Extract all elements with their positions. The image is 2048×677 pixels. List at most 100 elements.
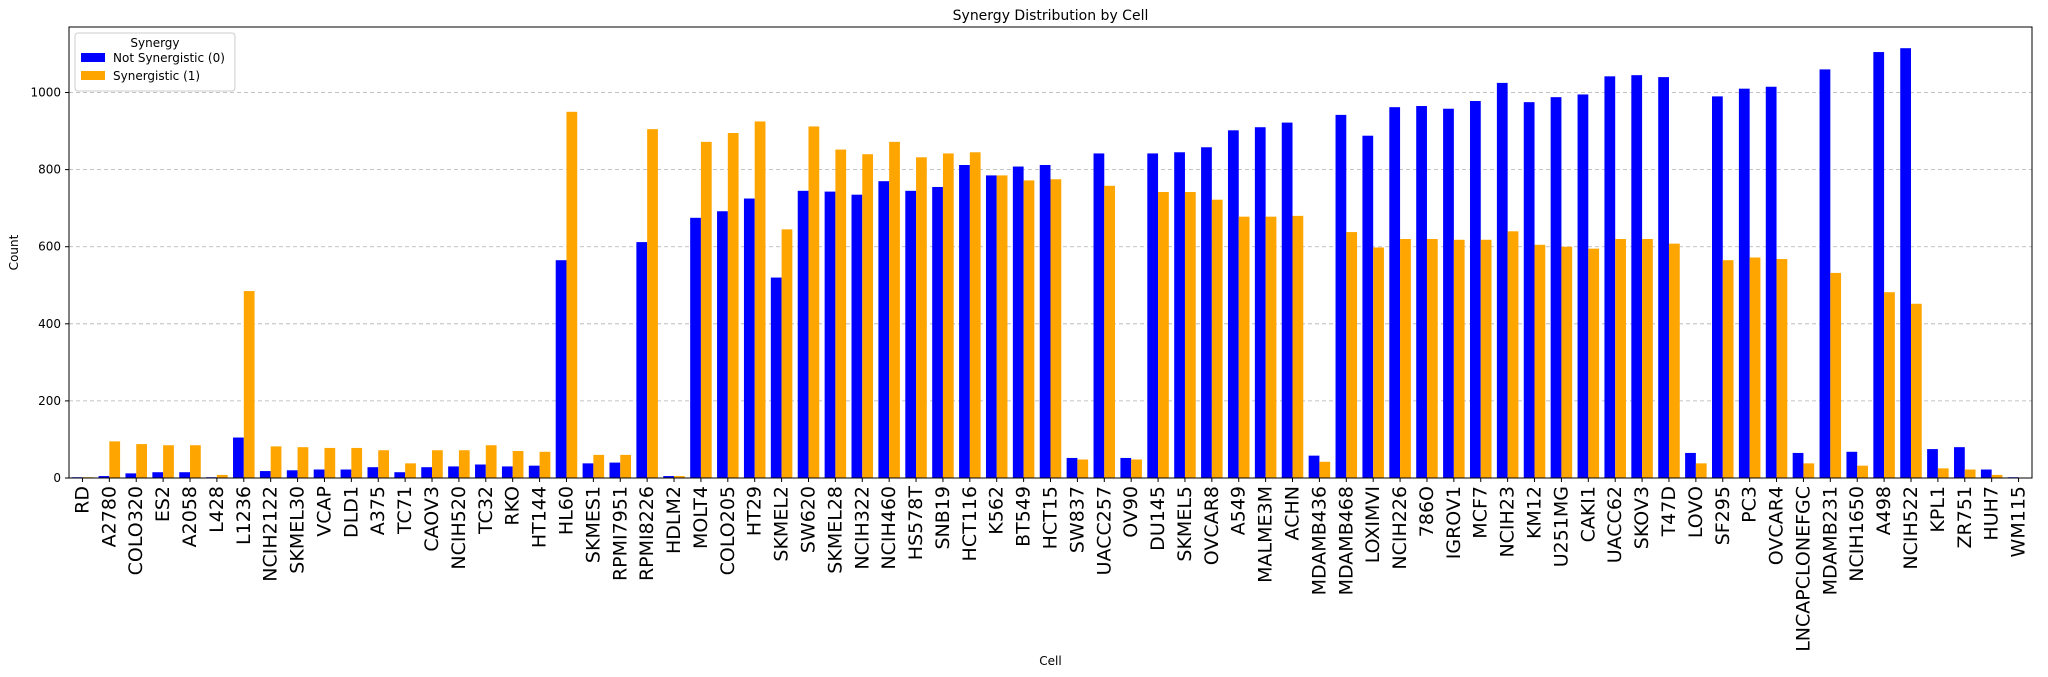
bar-not-synergistic bbox=[1792, 452, 1804, 478]
bar-not-synergistic bbox=[1174, 152, 1185, 478]
x-tick-label: RKO bbox=[502, 486, 524, 526]
bar-not-synergistic bbox=[233, 437, 244, 478]
bar-not-synergistic bbox=[259, 471, 271, 478]
bar-synergistic bbox=[808, 126, 820, 478]
x-tick-label: OVCAR8 bbox=[1201, 486, 1223, 565]
bar-synergistic bbox=[916, 157, 927, 479]
x-tick-label: KM12 bbox=[1524, 486, 1546, 539]
bar-synergistic bbox=[1561, 246, 1573, 478]
bar-synergistic bbox=[458, 450, 470, 478]
x-tick-label: COLO205 bbox=[717, 486, 739, 575]
bar-not-synergistic bbox=[1308, 455, 1320, 478]
x-tick-label: UACC257 bbox=[1093, 486, 1115, 575]
x-tick-label: 786O bbox=[1416, 486, 1438, 537]
x-tick-label: CAKI1 bbox=[1577, 486, 1599, 542]
bar-not-synergistic bbox=[932, 186, 943, 478]
bar-synergistic bbox=[1319, 461, 1331, 478]
y-tick-label: 400 bbox=[38, 317, 61, 331]
bar-not-synergistic bbox=[367, 467, 379, 478]
x-tick-label: A2058 bbox=[179, 486, 201, 547]
legend-label-synergistic: Synergistic (1) bbox=[113, 69, 200, 83]
bar-synergistic bbox=[1426, 239, 1438, 478]
bar-synergistic bbox=[754, 121, 766, 478]
bar-not-synergistic bbox=[1147, 153, 1159, 478]
bar-synergistic bbox=[1346, 232, 1358, 478]
x-tick-label: OV90 bbox=[1120, 486, 1142, 538]
x-tick-label: NCIH2122 bbox=[260, 486, 282, 582]
legend-box bbox=[74, 32, 236, 92]
x-tick-label: NCIH1650 bbox=[1846, 486, 1868, 582]
bar-synergistic bbox=[835, 149, 847, 479]
bar-synergistic bbox=[432, 450, 443, 478]
x-tick-label: RPMI8226 bbox=[636, 486, 658, 581]
x-tick-label: MDAMB468 bbox=[1335, 486, 1357, 595]
x-tick-label: SKMEL2 bbox=[771, 486, 793, 562]
bar-not-synergistic bbox=[1443, 108, 1454, 478]
bar-synergistic bbox=[1857, 465, 1868, 478]
bar-not-synergistic bbox=[1712, 96, 1723, 478]
bar-synergistic bbox=[1695, 463, 1707, 478]
legend-swatch-not-synergistic bbox=[81, 53, 105, 62]
bar-synergistic bbox=[1400, 239, 1411, 478]
bar-synergistic bbox=[351, 447, 363, 478]
y-tick-label: 200 bbox=[38, 394, 61, 408]
x-tick-label: SF295 bbox=[1712, 486, 1734, 545]
bar-synergistic bbox=[1238, 216, 1250, 478]
x-tick-label: ES2 bbox=[152, 486, 174, 522]
x-tick-label: NCIH522 bbox=[1900, 486, 1922, 570]
x-tick-label: HDLM2 bbox=[663, 486, 685, 554]
bar-synergistic bbox=[781, 229, 793, 478]
x-tick-label: NCIH226 bbox=[1389, 486, 1411, 570]
x-tick-label: NCIH520 bbox=[448, 486, 470, 570]
x-tick-label: LOXIMVI bbox=[1362, 486, 1384, 563]
x-tick-label: SW620 bbox=[797, 486, 819, 553]
bar-not-synergistic bbox=[1362, 135, 1374, 478]
bar-synergistic bbox=[1023, 180, 1035, 478]
x-tick-label: HT144 bbox=[529, 486, 551, 548]
x-tick-label: LOVO bbox=[1685, 486, 1707, 538]
bar-not-synergistic bbox=[797, 190, 809, 479]
bar-synergistic bbox=[1292, 215, 1304, 478]
x-tick-label: TC71 bbox=[394, 486, 416, 535]
bar-not-synergistic bbox=[1631, 75, 1643, 478]
bar-synergistic bbox=[1964, 469, 1976, 478]
bar-synergistic bbox=[243, 291, 255, 478]
bar-synergistic bbox=[969, 152, 981, 478]
x-tick-label: L428 bbox=[206, 486, 228, 533]
bar-synergistic bbox=[1534, 244, 1546, 478]
x-tick-label: NCIH23 bbox=[1497, 486, 1519, 558]
bar-synergistic bbox=[216, 474, 228, 478]
legend-swatch-synergistic bbox=[81, 71, 105, 80]
bar-not-synergistic bbox=[1254, 127, 1266, 478]
bar-synergistic bbox=[1910, 303, 1922, 478]
bar-synergistic bbox=[1722, 260, 1734, 478]
bar-not-synergistic bbox=[1900, 48, 1911, 478]
bar-synergistic bbox=[620, 454, 632, 478]
bar-not-synergistic bbox=[1873, 52, 1885, 479]
bar-not-synergistic bbox=[313, 469, 325, 478]
bar-not-synergistic bbox=[1765, 86, 1777, 478]
x-tick-label: A375 bbox=[367, 486, 389, 535]
x-tick-label: IGROV1 bbox=[1443, 486, 1465, 559]
bar-not-synergistic bbox=[1469, 101, 1481, 478]
x-axis-label: Cell bbox=[1039, 654, 1061, 668]
bar-synergistic bbox=[1991, 474, 2003, 478]
x-tick-label: RPMI7951 bbox=[609, 486, 631, 581]
bar-not-synergistic bbox=[1120, 457, 1132, 478]
bar-synergistic bbox=[1211, 199, 1223, 478]
bar-not-synergistic bbox=[1604, 76, 1616, 478]
bar-not-synergistic bbox=[609, 462, 621, 478]
bar-synergistic bbox=[1507, 231, 1519, 478]
x-tick-label: HT29 bbox=[744, 486, 766, 536]
bar-not-synergistic bbox=[1523, 102, 1535, 479]
bars bbox=[71, 48, 2019, 479]
chart-title: Synergy Distribution by Cell bbox=[953, 8, 1149, 24]
bar-synergistic bbox=[405, 463, 416, 478]
bar-synergistic bbox=[1480, 239, 1492, 478]
bar-not-synergistic bbox=[448, 466, 459, 478]
bar-not-synergistic bbox=[125, 473, 137, 478]
bar-not-synergistic bbox=[905, 190, 917, 479]
bar-synergistic bbox=[1749, 257, 1761, 478]
bar-not-synergistic bbox=[1980, 469, 1992, 478]
